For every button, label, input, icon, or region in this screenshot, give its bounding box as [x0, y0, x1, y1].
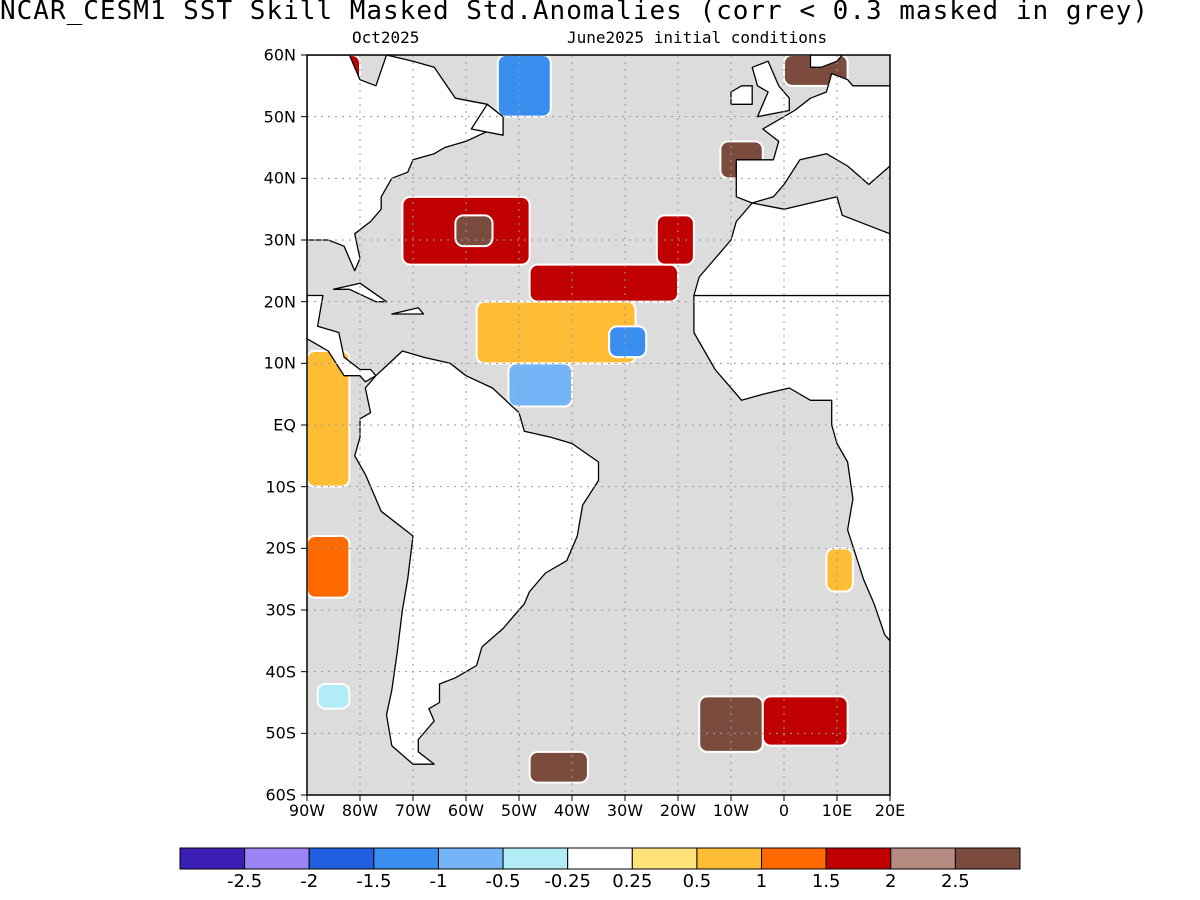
colorbar-swatch — [373, 847, 439, 870]
forecast-month-subtitle: Oct2025 — [352, 28, 420, 47]
latitude-label: 50N — [263, 107, 296, 127]
longitude-label: 50W — [500, 801, 538, 820]
latitude-label: 10N — [263, 353, 296, 373]
anomaly-west-african-cool — [608, 325, 648, 359]
latitude-label: 60N — [263, 45, 296, 65]
page-title: NCAR_CESM1 SST Skill Masked Std.Anomalie… — [0, 0, 1150, 26]
anomaly-canary-warm — [655, 214, 695, 266]
latitude-label: 30N — [263, 230, 296, 250]
land-scandinavia — [809, 55, 843, 68]
land-ireland — [730, 85, 753, 105]
land-great-britain — [751, 60, 790, 118]
colorbar-swatch — [631, 847, 698, 870]
colorbar-label: -0.25 — [544, 871, 591, 892]
colorbar-swatch — [890, 847, 956, 870]
colorbar-label: 2 — [885, 871, 897, 892]
colorbar-label: 0.5 — [682, 871, 712, 892]
colorbar-label: -2 — [300, 871, 319, 892]
land-south-america — [354, 350, 600, 765]
longitude-label: 20E — [874, 801, 906, 820]
anomaly-peru-warm — [307, 535, 351, 599]
anomaly-south-atlantic-warm-b — [761, 695, 849, 747]
land-north-america — [307, 55, 494, 272]
map-frame — [306, 54, 891, 796]
colorbar-swatch — [761, 847, 827, 870]
longitude-label: 70W — [394, 801, 432, 820]
longitude-label: 90W — [288, 801, 326, 820]
anomaly-south-atlantic-brown-a — [698, 695, 764, 753]
latitude-label: 40N — [263, 168, 296, 188]
colorbar-swatch — [179, 847, 246, 870]
colorbar-label: -1.5 — [356, 871, 392, 892]
anomaly-chile-cool — [316, 683, 351, 710]
land-africa — [693, 294, 890, 642]
land-northwest-africa — [693, 196, 890, 297]
anomaly-subtropical-band-warm — [528, 263, 679, 303]
colorbar-swatch — [825, 847, 892, 870]
longitude-label: 0 — [778, 801, 790, 820]
colorbar-label: 2.5 — [941, 871, 970, 892]
colorbar-swatch — [244, 847, 310, 870]
longitude-label: 60W — [447, 801, 485, 820]
colorbar-swatch — [567, 847, 633, 870]
colorbar-label: 1.5 — [811, 871, 841, 892]
longitude-label: 80W — [341, 801, 379, 820]
latitude-label: 60S — [265, 785, 296, 805]
colorbar-label: 1 — [755, 871, 768, 892]
colorbar-label: -0.5 — [485, 871, 521, 892]
latitude-label: EQ — [273, 415, 296, 435]
longitude-label: 10W — [712, 801, 750, 820]
longitude-label: 10E — [821, 801, 853, 820]
land-hispaniola — [391, 307, 425, 315]
colorbar-label: -2.5 — [227, 871, 263, 892]
colorbar-swatch — [437, 847, 504, 870]
latitude-label: 20N — [263, 292, 296, 312]
latitude-label: 10S — [265, 477, 296, 497]
colorbar-swatch — [696, 847, 763, 870]
longitude-label: 30W — [606, 801, 644, 820]
longitude-label: 20W — [659, 801, 697, 820]
latitude-label: 40S — [265, 662, 296, 682]
latitude-label: 30S — [265, 600, 296, 620]
longitude-label: 40W — [553, 801, 591, 820]
anomaly-gulf-stream-brown — [454, 214, 494, 248]
colorbar-swatch — [502, 847, 569, 870]
anomaly-caribbean-cool — [507, 362, 573, 408]
colorbar-swatch — [954, 847, 1021, 870]
anomaly-benguela-warm — [825, 547, 854, 593]
initial-conditions-subtitle: June2025 initial conditions — [567, 28, 828, 47]
land-iberia-europe — [735, 72, 890, 204]
colorbar-label: 0.25 — [612, 871, 653, 892]
land-cuba — [332, 282, 388, 303]
colorbar-label: -1 — [429, 871, 448, 892]
latitude-label: 20S — [265, 538, 296, 558]
colorbar-swatch — [308, 847, 375, 870]
anomaly-greenland-cool — [496, 55, 552, 118]
latitude-label: 50S — [265, 723, 296, 743]
anomaly-drake-brown — [528, 750, 589, 784]
